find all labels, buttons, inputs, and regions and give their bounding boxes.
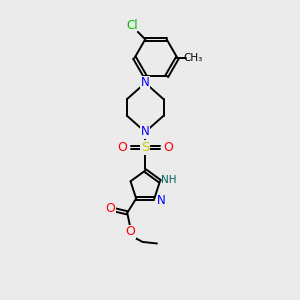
Text: O: O xyxy=(125,225,135,239)
Text: CH₃: CH₃ xyxy=(183,53,202,63)
Text: S: S xyxy=(141,141,149,154)
Text: O: O xyxy=(118,141,128,154)
Text: O: O xyxy=(105,202,115,215)
Text: N: N xyxy=(141,125,150,139)
Text: Cl: Cl xyxy=(127,20,138,32)
Text: NH: NH xyxy=(160,175,176,185)
Text: N: N xyxy=(157,194,165,208)
Text: O: O xyxy=(163,141,173,154)
Text: N: N xyxy=(141,76,150,89)
